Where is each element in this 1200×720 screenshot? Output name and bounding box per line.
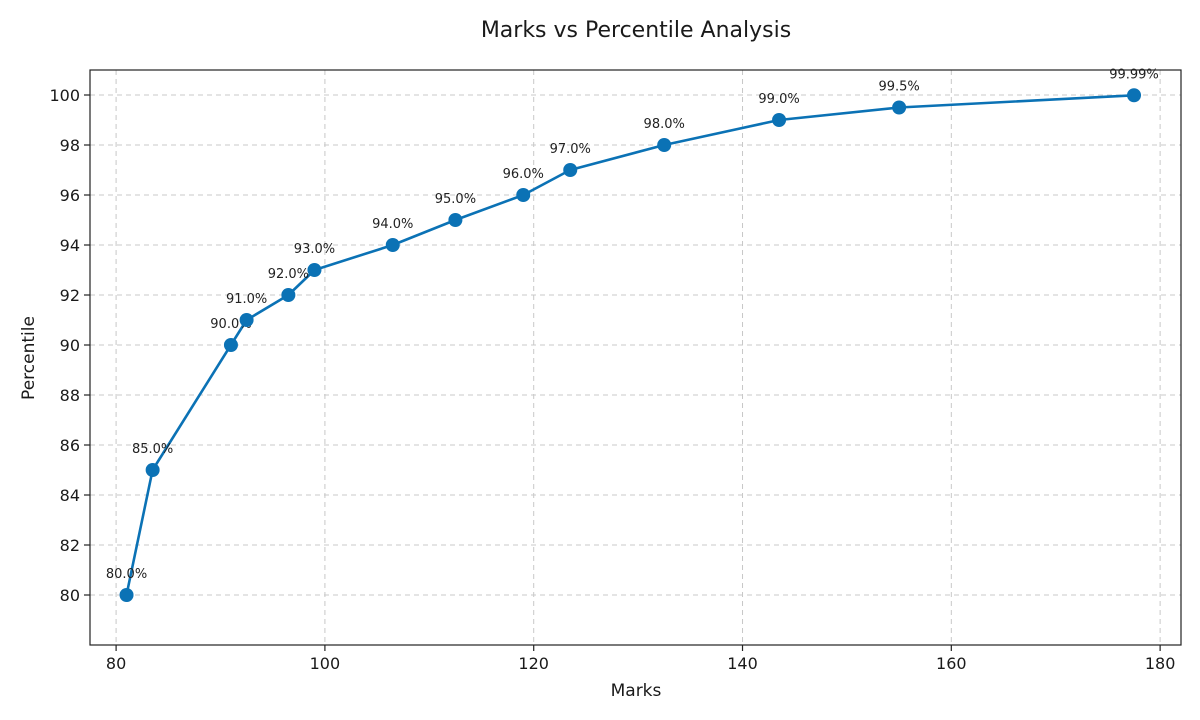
plot-frame <box>89 69 1182 646</box>
y-tick-label: 94 <box>60 236 80 255</box>
data-point <box>385 238 400 252</box>
data-point <box>892 100 907 115</box>
y-tick-label: 98 <box>60 136 80 155</box>
y-ticks: 80 82 84 86 88 90 92 94 96 98 100 <box>49 86 90 605</box>
y-tick-label: 96 <box>60 186 80 205</box>
data-label: 99.0% <box>758 92 799 107</box>
data-point <box>448 213 463 227</box>
data-label: 97.0% <box>550 142 591 157</box>
x-tick-label: 120 <box>518 654 549 673</box>
x-ticks: 80 100 120 140 160 180 <box>106 645 1175 673</box>
data-label: 93.0% <box>294 242 335 257</box>
y-tick-label: 92 <box>60 286 80 305</box>
data-label: 99.99% <box>1109 67 1159 82</box>
data-label: 95.0% <box>435 192 476 207</box>
data-label: 96.0% <box>503 167 544 182</box>
grid-layer <box>90 70 1181 645</box>
data-point <box>307 263 322 277</box>
data-label: 98.0% <box>644 117 685 132</box>
x-tick-label: 80 <box>106 654 126 673</box>
y-axis-label: Percentile <box>19 316 39 400</box>
series-layer: 80.0%85.0%90.0%91.0%92.0%93.0%94.0%95.0%… <box>106 67 1159 602</box>
x-tick-label: 100 <box>310 654 341 673</box>
x-tick-label: 180 <box>1145 654 1176 673</box>
data-point <box>1127 88 1142 103</box>
data-point <box>119 588 134 602</box>
y-tick-label: 90 <box>60 336 80 355</box>
data-label: 92.0% <box>268 267 309 282</box>
y-tick-label: 86 <box>60 436 80 455</box>
data-point <box>657 138 672 152</box>
x-tick-label: 140 <box>727 654 758 673</box>
data-point <box>223 338 238 352</box>
data-point <box>145 463 160 477</box>
data-point <box>281 288 296 302</box>
data-point <box>239 313 254 327</box>
data-point <box>516 188 531 202</box>
data-label: 80.0% <box>106 567 147 582</box>
data-point <box>772 113 787 127</box>
x-tick-label: 160 <box>936 654 967 673</box>
chart-title: Marks vs Percentile Analysis <box>481 18 791 43</box>
y-tick-label: 100 <box>49 86 80 105</box>
data-label: 91.0% <box>226 292 267 307</box>
data-point <box>563 163 578 177</box>
y-tick-label: 88 <box>60 386 80 405</box>
x-axis-label: Marks <box>611 681 662 701</box>
data-label: 85.0% <box>132 442 173 457</box>
y-tick-label: 82 <box>60 536 80 555</box>
y-tick-label: 84 <box>60 486 80 505</box>
y-tick-label: 80 <box>60 586 80 605</box>
data-label: 99.5% <box>878 80 919 95</box>
data-label: 94.0% <box>372 217 413 232</box>
